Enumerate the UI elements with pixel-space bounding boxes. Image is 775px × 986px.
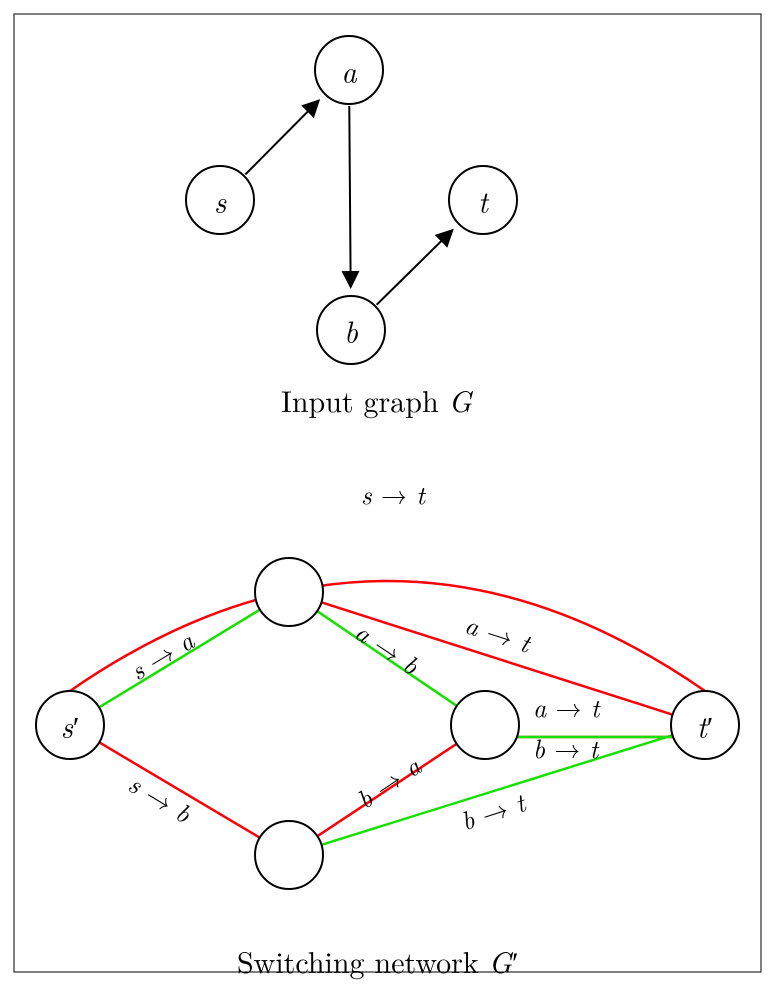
node-label-t: t [478, 179, 488, 222]
node-label-s: s [214, 179, 226, 222]
caption-top: Input graph G [281, 378, 472, 421]
node-label-tp: t′ [697, 704, 714, 747]
edge-label-6: a → t [533, 688, 600, 725]
edge-label-8: s → t [361, 475, 425, 512]
node-label-sp: s′ [61, 704, 80, 747]
diagram-stage: Input graph G Switching network G′ s a b t s… [0, 0, 775, 986]
edge-label-7: b → t [533, 729, 598, 766]
caption-bottom: Switching network G′ [237, 939, 519, 982]
node-label-a: a [341, 49, 356, 92]
node-label-b: b [344, 309, 358, 352]
